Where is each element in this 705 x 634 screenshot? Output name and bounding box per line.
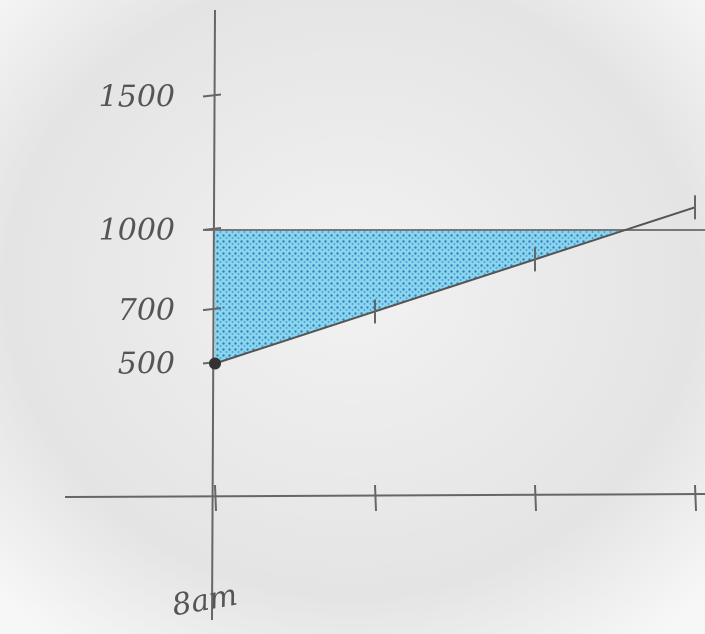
x-tick <box>694 484 697 512</box>
y-axis <box>211 9 216 621</box>
x-tick <box>534 484 537 512</box>
x-tick <box>214 484 217 512</box>
start-point <box>209 357 221 370</box>
x-tick <box>374 484 377 512</box>
y-tick <box>202 227 222 231</box>
y-tick-label: 1500 <box>99 80 175 115</box>
y-tick-label: 1000 <box>99 213 175 248</box>
x-axis <box>64 493 705 498</box>
y-tick-label: 500 <box>118 347 175 382</box>
y-tick <box>202 93 222 98</box>
y-tick <box>202 307 222 312</box>
data-line <box>214 206 696 365</box>
y-tick-label: 700 <box>118 293 175 328</box>
